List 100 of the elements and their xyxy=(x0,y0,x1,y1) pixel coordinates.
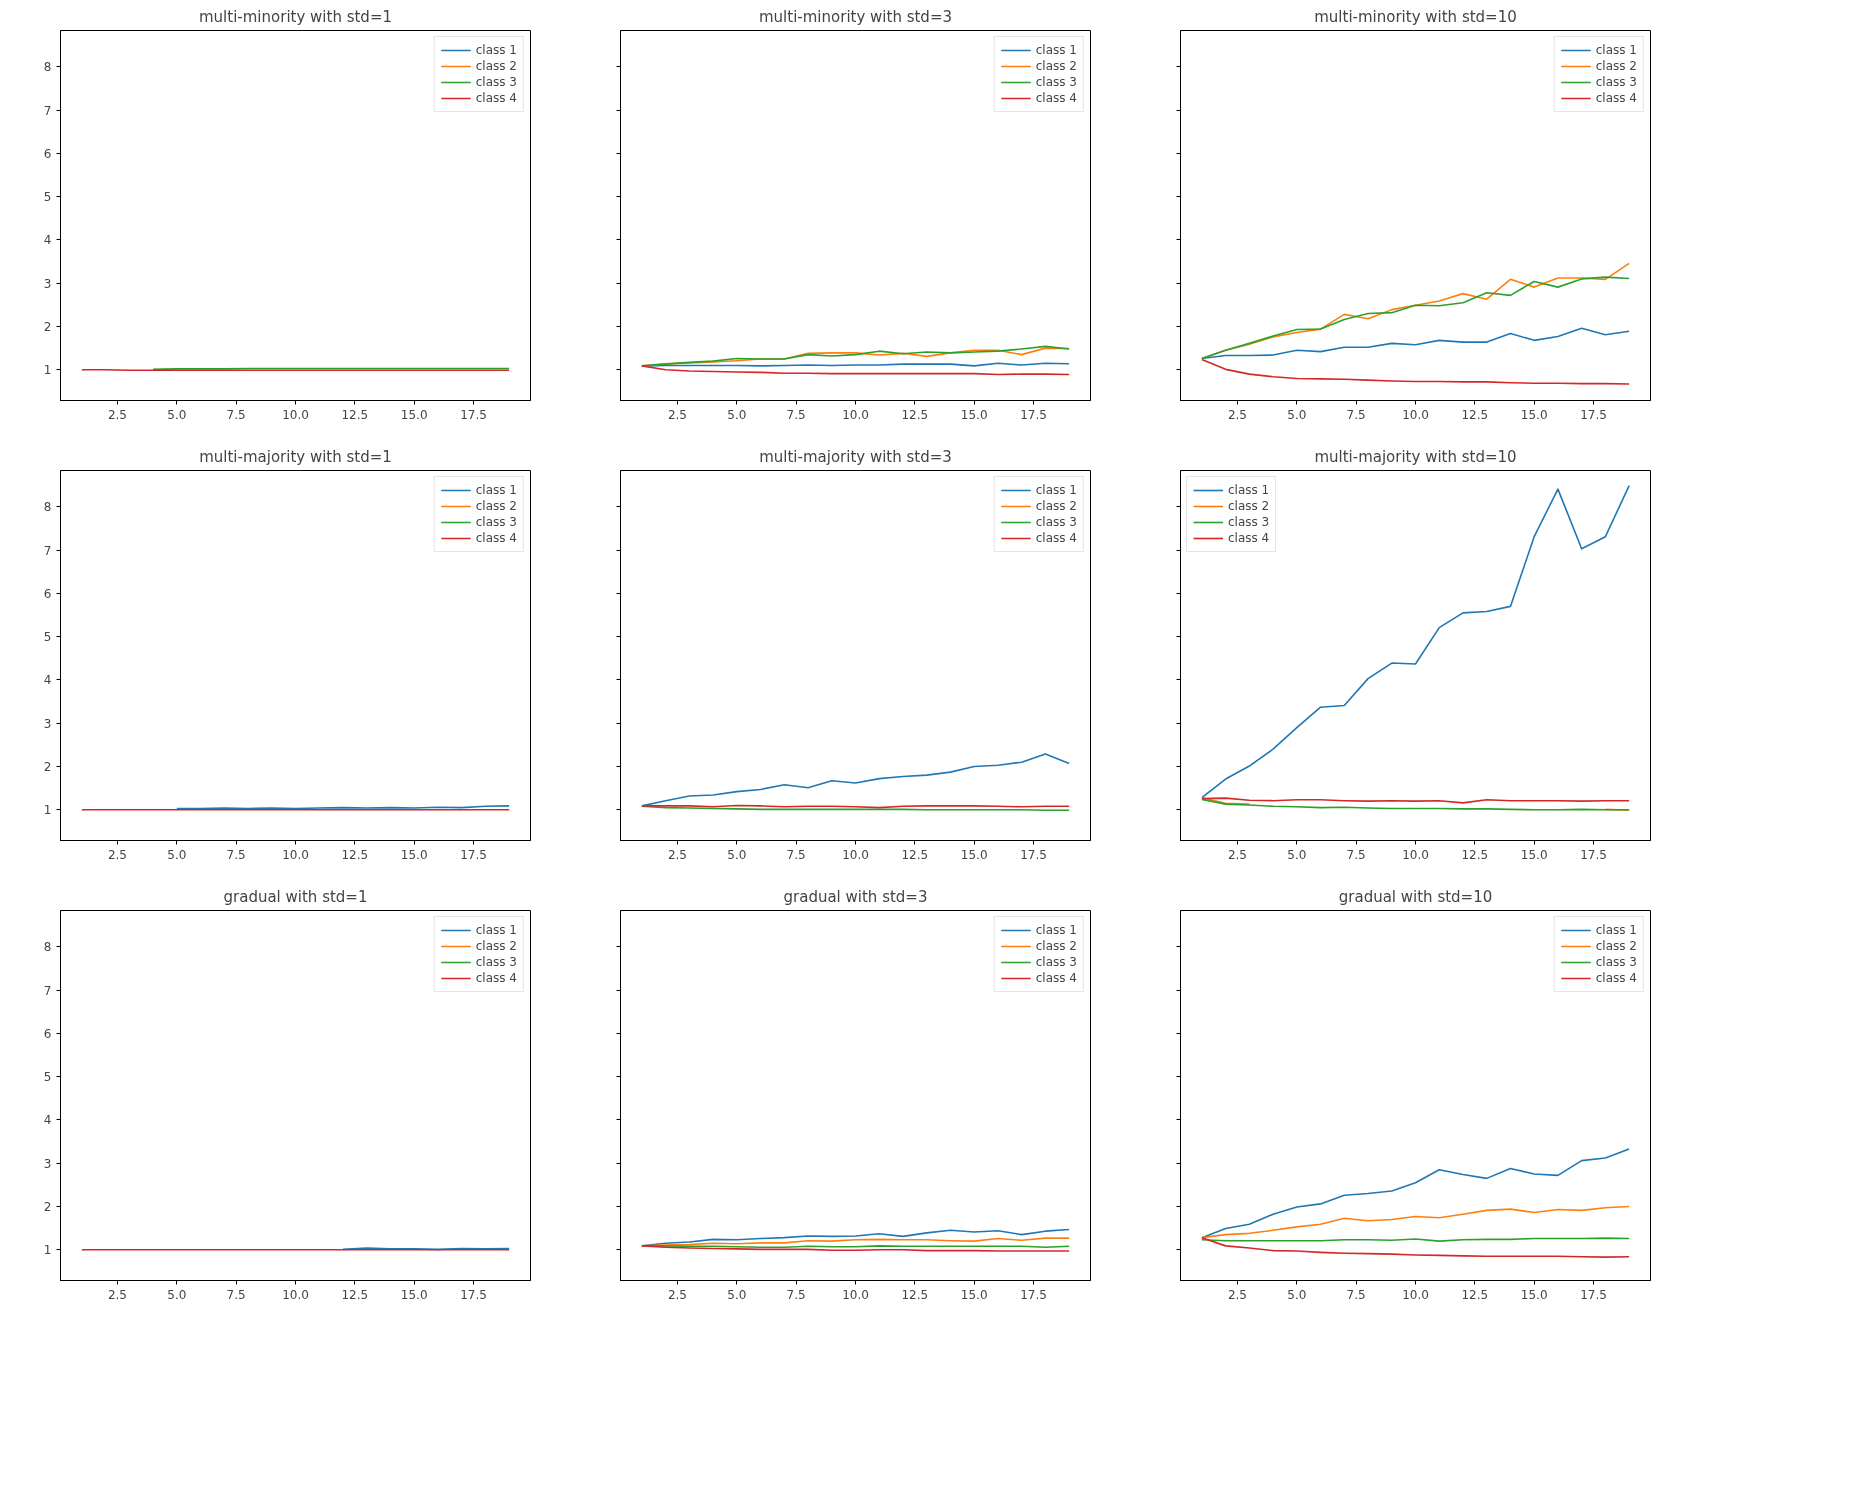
x-tick-label: 7.5 xyxy=(786,1287,806,1302)
y-tick-label: 5 xyxy=(43,190,52,205)
legend-label: class 4 xyxy=(1035,971,1077,985)
y-tick-label: 3 xyxy=(43,1156,52,1171)
x-tick-label: 7.5 xyxy=(226,847,246,862)
legend-label: class 1 xyxy=(475,483,517,497)
y-tick-label: 3 xyxy=(43,716,52,731)
x-tick-label: 12.5 xyxy=(901,847,929,862)
x-tick-label: 5.0 xyxy=(727,1287,747,1302)
y-tick-label: 2 xyxy=(43,320,52,334)
legend-label: class 4 xyxy=(475,531,517,545)
x-tick-label: 7.5 xyxy=(1346,1287,1366,1302)
x-tick-label: 15.0 xyxy=(960,847,988,862)
chart-title: gradual with std=1 xyxy=(223,887,368,906)
legend-label: class 2 xyxy=(1035,939,1077,953)
x-tick-label: 2.5 xyxy=(107,1287,128,1302)
y-tick-label: 2 xyxy=(43,760,52,774)
x-tick-label: 15.0 xyxy=(400,1287,428,1302)
y-tick-label: 1 xyxy=(43,803,52,818)
y-tick-label: 4 xyxy=(43,233,52,248)
legend-label: class 3 xyxy=(1035,515,1077,529)
x-tick-label: 15.0 xyxy=(1520,847,1548,862)
y-tick-label: 6 xyxy=(43,146,52,161)
x-tick-label: 10.0 xyxy=(1402,847,1429,862)
legend-label: class 2 xyxy=(475,939,517,953)
chart-title: multi-minority with std=1 xyxy=(199,7,392,26)
legend-label: class 4 xyxy=(475,91,517,105)
x-tick-label: 10.0 xyxy=(282,1287,309,1302)
y-tick-label: 4 xyxy=(43,1113,52,1128)
x-tick-label: 5.0 xyxy=(1287,1287,1307,1302)
y-tick-label: 5 xyxy=(43,630,52,645)
chart-title: multi-minority with std=10 xyxy=(1314,7,1517,26)
y-tick-label: 1 xyxy=(43,363,52,378)
x-tick-label: 7.5 xyxy=(786,407,806,422)
x-tick-label: 12.5 xyxy=(341,1287,369,1302)
legend-label: class 1 xyxy=(1595,923,1637,937)
x-tick-label: 5.0 xyxy=(167,847,187,862)
x-tick-label: 12.5 xyxy=(341,407,369,422)
y-tick-label: 7 xyxy=(43,983,52,998)
x-tick-label: 5.0 xyxy=(167,407,187,422)
x-tick-label: 10.0 xyxy=(282,847,309,862)
x-tick-label: 10.0 xyxy=(1402,1287,1429,1302)
x-tick-label: 15.0 xyxy=(960,407,988,422)
x-tick-label: 2.5 xyxy=(107,847,128,862)
x-tick-label: 2.5 xyxy=(667,1287,688,1302)
legend-label: class 2 xyxy=(1035,499,1077,513)
chart-title: gradual with std=3 xyxy=(783,887,928,906)
chart-title: multi-majority with std=3 xyxy=(759,447,952,466)
x-tick-label: 10.0 xyxy=(1402,407,1429,422)
y-tick-label: 2 xyxy=(43,1200,52,1214)
x-tick-label: 17.5 xyxy=(460,407,487,422)
x-tick-label: 15.0 xyxy=(1520,407,1548,422)
x-tick-label: 17.5 xyxy=(1020,1287,1047,1302)
legend-label: class 1 xyxy=(475,923,517,937)
x-tick-label: 7.5 xyxy=(1346,407,1366,422)
x-tick-label: 7.5 xyxy=(226,1287,246,1302)
legend-label: class 1 xyxy=(1035,483,1077,497)
legend-label: class 2 xyxy=(475,59,517,73)
x-tick-label: 10.0 xyxy=(282,407,309,422)
y-tick-label: 8 xyxy=(43,60,52,75)
y-tick-label: 3 xyxy=(43,276,52,291)
legend-label: class 1 xyxy=(475,43,517,57)
legend-label: class 1 xyxy=(1228,483,1270,497)
legend-label: class 3 xyxy=(475,955,517,969)
legend-label: class 3 xyxy=(475,515,517,529)
y-tick-label: 4 xyxy=(43,673,52,688)
y-tick-label: 7 xyxy=(43,543,52,558)
x-tick-label: 17.5 xyxy=(460,1287,487,1302)
x-tick-label: 5.0 xyxy=(727,847,747,862)
x-tick-label: 7.5 xyxy=(786,847,806,862)
chart-title: gradual with std=10 xyxy=(1338,887,1493,906)
x-tick-label: 15.0 xyxy=(400,847,428,862)
x-tick-label: 15.0 xyxy=(400,407,428,422)
legend-label: class 1 xyxy=(1595,43,1637,57)
x-tick-label: 2.5 xyxy=(667,407,688,422)
y-tick-label: 6 xyxy=(43,1026,52,1041)
x-tick-label: 17.5 xyxy=(1580,847,1607,862)
x-tick-label: 2.5 xyxy=(667,847,688,862)
legend-label: class 3 xyxy=(1228,515,1270,529)
legend-label: class 4 xyxy=(1595,91,1637,105)
legend-label: class 1 xyxy=(1035,923,1077,937)
x-tick-label: 5.0 xyxy=(167,1287,187,1302)
chart-title: multi-majority with std=1 xyxy=(199,447,392,466)
x-tick-label: 10.0 xyxy=(842,1287,869,1302)
chart-title: multi-minority with std=3 xyxy=(759,7,952,26)
x-tick-label: 17.5 xyxy=(1020,407,1047,422)
x-tick-label: 5.0 xyxy=(1287,407,1307,422)
legend-label: class 4 xyxy=(1035,91,1077,105)
x-tick-label: 2.5 xyxy=(1227,847,1248,862)
legend-label: class 1 xyxy=(1035,43,1077,57)
legend-label: class 2 xyxy=(1595,59,1637,73)
x-tick-label: 17.5 xyxy=(1580,1287,1607,1302)
legend-label: class 2 xyxy=(1228,499,1270,513)
x-tick-label: 10.0 xyxy=(842,407,869,422)
legend-label: class 4 xyxy=(1228,531,1270,545)
y-tick-label: 6 xyxy=(43,586,52,601)
x-tick-label: 12.5 xyxy=(1461,1287,1489,1302)
legend-label: class 4 xyxy=(1035,531,1077,545)
x-tick-label: 17.5 xyxy=(1020,847,1047,862)
x-tick-label: 17.5 xyxy=(1580,407,1607,422)
